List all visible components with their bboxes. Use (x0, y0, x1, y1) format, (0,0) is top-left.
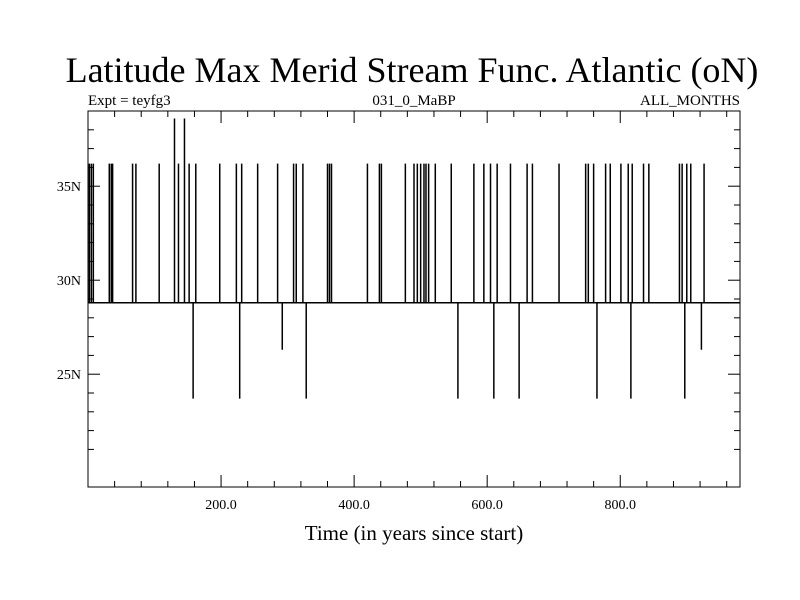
subtitle-right: ALL_MONTHS (640, 93, 740, 109)
y-tick-label: 35N (57, 180, 81, 195)
x-tick-label: 200.0 (205, 498, 237, 513)
y-tick-label: 30N (57, 274, 81, 289)
subtitle-center: 031_0_MaBP (372, 93, 455, 109)
x-tick-label: 800.0 (604, 498, 636, 513)
x-tick-label: 400.0 (338, 498, 370, 513)
axis-ticks: 200.0 400.0 600.0 800.0 25N 30N 35N (57, 110, 740, 513)
subtitle-left: Expt = teyfg3 (88, 93, 171, 109)
data-series (88, 118, 740, 399)
y-tick-label: 25N (57, 368, 81, 383)
plot-frame (87, 110, 741, 488)
chart-title: Latitude Max Merid Stream Func. Atlantic… (66, 50, 759, 90)
x-tick-label: 600.0 (471, 498, 503, 513)
x-axis-label: Time (in years since start) (305, 521, 524, 545)
